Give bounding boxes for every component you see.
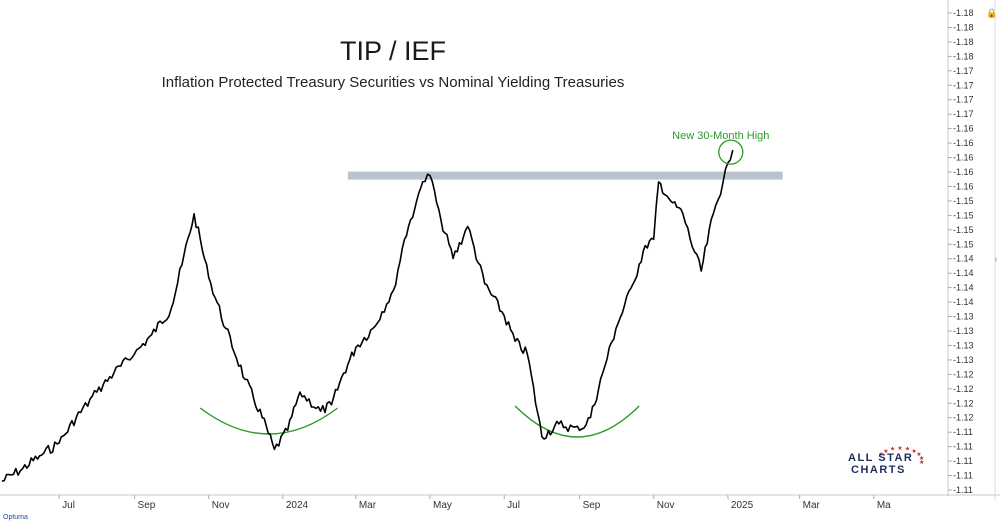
x-tick-label: Mar	[803, 500, 821, 511]
y-tick-label: -1.16	[953, 167, 974, 177]
y-tick-label: -1.18	[953, 8, 974, 18]
y-tick-label: -1.11	[953, 427, 973, 437]
breakout-label: New 30-Month High	[672, 130, 769, 142]
x-tick-label: Mar	[359, 500, 377, 511]
brand-star: ★	[905, 446, 910, 453]
y-tick-label: -1.17	[953, 80, 974, 90]
y-tick-label: -1.11	[953, 442, 973, 452]
y-tick-label: -1.15	[953, 196, 974, 206]
x-tick-label: Ma	[877, 500, 891, 511]
price-line	[1, 149, 734, 483]
brand-star: ★	[919, 459, 924, 466]
resistance-band	[347, 171, 783, 180]
x-tick-label: Nov	[212, 500, 230, 511]
y-tick-label: -1.18	[953, 22, 974, 32]
y-tick-label: -1.15	[953, 210, 974, 220]
chart-title: TIP / IEF	[339, 36, 447, 66]
brand-star: ★	[911, 448, 916, 455]
brand-logo-line1: ALL STAR	[848, 452, 914, 464]
y-tick-label: -1.12	[953, 398, 974, 408]
chart-subtitle: Inflation Protected Treasury Securities …	[161, 74, 625, 91]
brand-logo: ALL STAR CHARTS	[848, 452, 938, 476]
y-tick-label: -1.12	[953, 384, 974, 394]
y-tick-label: -1.14	[953, 268, 974, 278]
x-tick-label: 2025	[731, 500, 754, 511]
y-tick-label: -1.13	[953, 326, 974, 336]
x-tick-label: May	[433, 500, 452, 511]
x-tick-label: 2024	[286, 500, 309, 511]
x-tick-label: Jul	[62, 500, 75, 511]
y-tick-label: -1.17	[953, 66, 974, 76]
brand-star: ★	[919, 455, 924, 462]
y-tick-label: -1.16	[953, 153, 974, 163]
y-tick-label: -1.16	[953, 138, 974, 148]
brand-star: ★	[883, 448, 888, 455]
breakout-circle	[718, 139, 744, 165]
y-tick-label: -1.16	[953, 124, 974, 134]
x-tick-label: Nov	[657, 500, 675, 511]
y-tick-label: -1.11	[953, 471, 973, 481]
y-tick-label: -1.11	[953, 485, 973, 495]
collapse-icon: ‹	[994, 254, 997, 265]
y-tick-label: -1.18	[953, 51, 974, 61]
x-tick-label: Sep	[583, 500, 601, 511]
y-tick-label: -1.16	[953, 181, 974, 191]
y-tick-label: -1.17	[953, 109, 974, 119]
y-tick-label: -1.17	[953, 95, 974, 105]
y-tick-label: -1.12	[953, 413, 974, 423]
y-tick-label: -1.13	[953, 340, 974, 350]
brand-stars: ★★★★★★★★★	[878, 445, 924, 466]
y-tick-label: -1.14	[953, 283, 974, 293]
rounding-bottom-arc-2	[514, 405, 640, 438]
y-tick-label: -1.14	[953, 254, 974, 264]
y-tick-label: -1.13	[953, 312, 974, 322]
platform-label: Optuma	[3, 514, 28, 521]
brand-star: ★	[878, 451, 883, 458]
y-tick-label: -1.14	[953, 297, 974, 307]
brand-star: ★	[897, 445, 902, 452]
y-tick-label: -1.15	[953, 225, 974, 235]
y-tick-label: -1.15	[953, 239, 974, 249]
x-tick-label: Sep	[138, 500, 156, 511]
y-tick-label: -1.18	[953, 37, 974, 47]
brand-star: ★	[890, 446, 895, 453]
brand-logo-line2: CHARTS	[851, 464, 906, 476]
x-tick-label: Jul	[507, 500, 520, 511]
y-tick-label: -1.11	[953, 456, 973, 466]
y-tick-label: -1.12	[953, 369, 974, 379]
lock-icon: 🔒	[986, 8, 997, 18]
brand-star: ★	[916, 451, 921, 458]
y-tick-label: -1.13	[953, 355, 974, 365]
